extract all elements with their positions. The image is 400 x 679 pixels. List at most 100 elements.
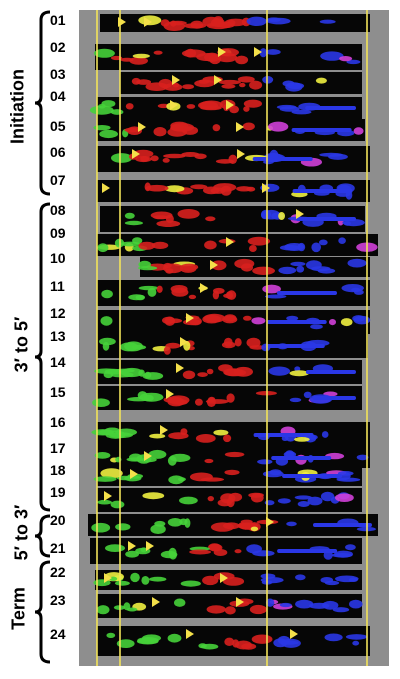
row-label-09: 09	[50, 225, 66, 241]
signal-blob	[165, 268, 174, 274]
signal-blob	[307, 496, 323, 506]
row-label-11: 11	[50, 278, 65, 294]
arrowhead-marker	[226, 100, 234, 110]
row-label-20: 20	[50, 512, 66, 528]
signal-blob	[182, 370, 196, 380]
arrowhead-marker	[166, 389, 174, 399]
arrowhead-marker	[138, 122, 146, 132]
signal-streak	[291, 128, 352, 132]
signal-blob	[110, 109, 124, 115]
signal-blob	[210, 522, 235, 532]
signal-blob	[91, 522, 111, 533]
signal-blob	[320, 577, 334, 584]
row-label-02: 02	[50, 39, 66, 55]
row-label-03: 03	[50, 66, 66, 82]
signal-blob	[349, 599, 363, 609]
signal-blob	[189, 549, 212, 555]
row-label-18: 18	[50, 462, 66, 478]
signal-blob	[295, 599, 314, 609]
phase-braces	[34, 10, 51, 664]
signal-blob	[129, 453, 143, 462]
arrowhead-markers	[102, 17, 304, 639]
signal-blob	[318, 239, 328, 246]
signal-blob	[277, 498, 291, 504]
row-label-24: 24	[50, 626, 66, 642]
signal-blob	[320, 491, 335, 502]
signal-blob	[282, 80, 295, 87]
signal-blob	[337, 471, 354, 476]
signal-blob	[345, 544, 356, 551]
signal-blob	[212, 124, 221, 132]
signal-blob	[143, 394, 154, 402]
signal-blob	[329, 319, 336, 326]
signal-blob	[294, 437, 310, 442]
row-label-10: 10	[50, 250, 66, 266]
signal-streak	[305, 106, 356, 110]
signal-blob	[101, 100, 116, 108]
signal-blob	[250, 526, 259, 532]
signal-blob	[132, 53, 150, 59]
phase-label-term: Term	[8, 587, 29, 630]
signal-blob	[278, 266, 297, 275]
signal-blob	[206, 605, 226, 614]
signal-blob	[268, 366, 291, 376]
signal-blob	[286, 521, 297, 527]
signal-blob	[140, 547, 147, 553]
arrowhead-marker	[220, 573, 228, 583]
signal-blob	[142, 492, 165, 500]
signal-blob	[93, 125, 111, 131]
arrowhead-marker	[146, 541, 154, 551]
signal-blob	[239, 522, 252, 530]
signal-blob	[163, 346, 171, 355]
signal-blob	[236, 186, 252, 192]
arrowhead-marker	[132, 149, 140, 159]
signal-blob	[311, 266, 331, 272]
strip-row-18	[97, 466, 362, 486]
strip-row-16	[97, 422, 370, 448]
arrowhead-marker	[102, 183, 110, 193]
signal-blob	[225, 291, 234, 300]
signal-blob	[228, 492, 243, 502]
signal-blob	[226, 393, 235, 403]
signal-blob	[321, 431, 329, 438]
signal-blob	[249, 80, 263, 90]
signal-blob	[345, 634, 368, 640]
signal-blob	[94, 368, 119, 374]
signal-blob	[286, 315, 299, 321]
signal-blob	[213, 429, 229, 436]
arrowhead-marker	[176, 363, 184, 373]
signal-blob	[341, 284, 364, 293]
row-label-08: 08	[50, 202, 66, 218]
signal-blob	[132, 237, 143, 245]
signal-blob	[234, 258, 255, 269]
signal-blob	[234, 338, 242, 347]
signal-blob	[294, 366, 301, 372]
brace-3to5	[34, 202, 51, 512]
signal-blob	[153, 50, 163, 55]
signal-blob	[135, 156, 152, 163]
arrowhead-marker	[200, 283, 208, 293]
signal-blob	[311, 242, 322, 253]
signal-blob	[119, 342, 139, 352]
signal-blob	[339, 56, 353, 62]
signal-blob	[142, 372, 164, 380]
signal-blob	[242, 122, 255, 131]
arrowhead-marker	[172, 75, 180, 85]
arrowhead-marker	[180, 337, 188, 347]
signal-blob	[297, 501, 310, 507]
signal-blob	[200, 643, 219, 650]
brace-term	[34, 560, 51, 664]
signal-blob	[353, 127, 364, 135]
signal-blob	[138, 266, 158, 271]
arrowhead-marker	[152, 597, 160, 607]
signal-blob	[156, 220, 181, 227]
signal-blob	[213, 549, 228, 556]
signal-blob	[115, 523, 131, 531]
signal-blob	[224, 451, 245, 458]
signal-blob	[265, 49, 281, 55]
row-label-07: 07	[50, 172, 66, 188]
row-label-15: 15	[50, 384, 66, 400]
signal-blob	[356, 454, 369, 461]
signal-blob	[346, 59, 361, 65]
signal-blob	[129, 56, 148, 65]
